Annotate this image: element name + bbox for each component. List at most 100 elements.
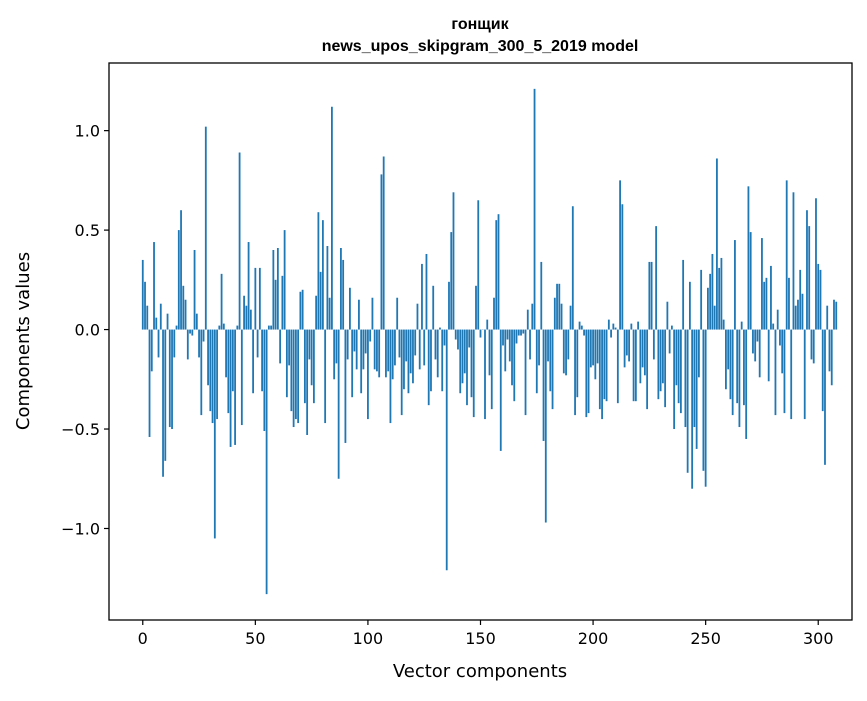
bar — [646, 330, 648, 410]
bar — [723, 320, 725, 330]
bar — [498, 214, 500, 329]
bar — [639, 330, 641, 384]
y-tick-label: −0.5 — [61, 420, 100, 439]
x-tick-label: 100 — [353, 629, 384, 648]
bar — [761, 238, 763, 330]
bar — [471, 330, 473, 398]
bar — [705, 330, 707, 487]
bar — [734, 240, 736, 330]
bar — [824, 330, 826, 465]
bar — [466, 330, 468, 406]
bar — [372, 298, 374, 330]
y-tick-label: 0.5 — [75, 221, 100, 240]
bar — [403, 330, 405, 390]
bar — [342, 260, 344, 330]
bar — [531, 304, 533, 330]
bar — [212, 330, 214, 424]
bar — [721, 258, 723, 330]
bar — [687, 330, 689, 473]
bar — [703, 330, 705, 471]
bar — [336, 330, 338, 364]
bar — [306, 330, 308, 435]
chart-title-line-2: news_upos_skipgram_300_5_2019 model — [322, 38, 639, 55]
bar — [239, 153, 241, 330]
bar — [718, 268, 720, 330]
bar — [227, 330, 229, 414]
bar — [790, 330, 792, 420]
bar — [437, 330, 439, 378]
bar — [700, 270, 702, 330]
bar — [518, 330, 520, 336]
x-tick-label: 50 — [245, 629, 265, 648]
bar — [308, 330, 310, 360]
bar — [491, 330, 493, 410]
bar — [633, 330, 635, 402]
bar — [529, 330, 531, 360]
bar — [468, 330, 470, 348]
bar — [554, 298, 556, 330]
bar — [574, 330, 576, 416]
bar — [331, 107, 333, 330]
bar — [378, 330, 380, 378]
bar — [374, 330, 376, 370]
bar — [763, 282, 765, 330]
bar — [779, 330, 781, 346]
bar — [739, 330, 741, 427]
bar — [572, 206, 574, 329]
bar — [707, 288, 709, 330]
bar — [534, 89, 536, 330]
bar — [158, 330, 160, 358]
bar — [563, 330, 565, 374]
bar — [200, 330, 202, 416]
bar — [709, 274, 711, 330]
bar — [189, 330, 191, 334]
bar — [270, 326, 272, 330]
bar — [223, 324, 225, 330]
bar — [356, 330, 358, 370]
bar — [462, 330, 464, 384]
bar — [164, 330, 166, 461]
bar — [752, 330, 754, 354]
plot-area-frame — [109, 63, 852, 620]
bar — [351, 330, 353, 398]
bar — [775, 330, 777, 416]
bar — [455, 330, 457, 340]
bar — [191, 330, 193, 336]
bar — [473, 330, 475, 418]
bar — [365, 330, 367, 354]
bar — [162, 330, 164, 477]
bar — [635, 330, 637, 402]
bar — [599, 330, 601, 410]
bar — [347, 330, 349, 360]
bar — [754, 330, 756, 362]
bar — [304, 330, 306, 404]
x-tick-label: 0 — [138, 629, 148, 648]
bar — [358, 300, 360, 330]
bar — [448, 282, 450, 330]
bar — [345, 330, 347, 443]
bar — [151, 330, 153, 372]
bar — [252, 330, 254, 394]
bar — [579, 322, 581, 330]
bar — [241, 330, 243, 425]
bar — [230, 330, 232, 447]
bar — [597, 330, 599, 364]
bar — [225, 330, 227, 378]
bar — [727, 330, 729, 370]
chart-title-line-1: гонщик — [451, 16, 509, 33]
bar — [585, 330, 587, 418]
bar — [381, 174, 383, 329]
bar — [680, 330, 682, 414]
bar — [218, 326, 220, 330]
bar — [610, 330, 612, 338]
bar — [644, 330, 646, 376]
bar — [662, 330, 664, 384]
bar — [813, 330, 815, 364]
bar — [621, 204, 623, 329]
bar — [187, 330, 189, 360]
bar — [507, 330, 509, 340]
bar — [797, 300, 799, 330]
bar — [441, 330, 443, 392]
bar — [360, 330, 362, 394]
